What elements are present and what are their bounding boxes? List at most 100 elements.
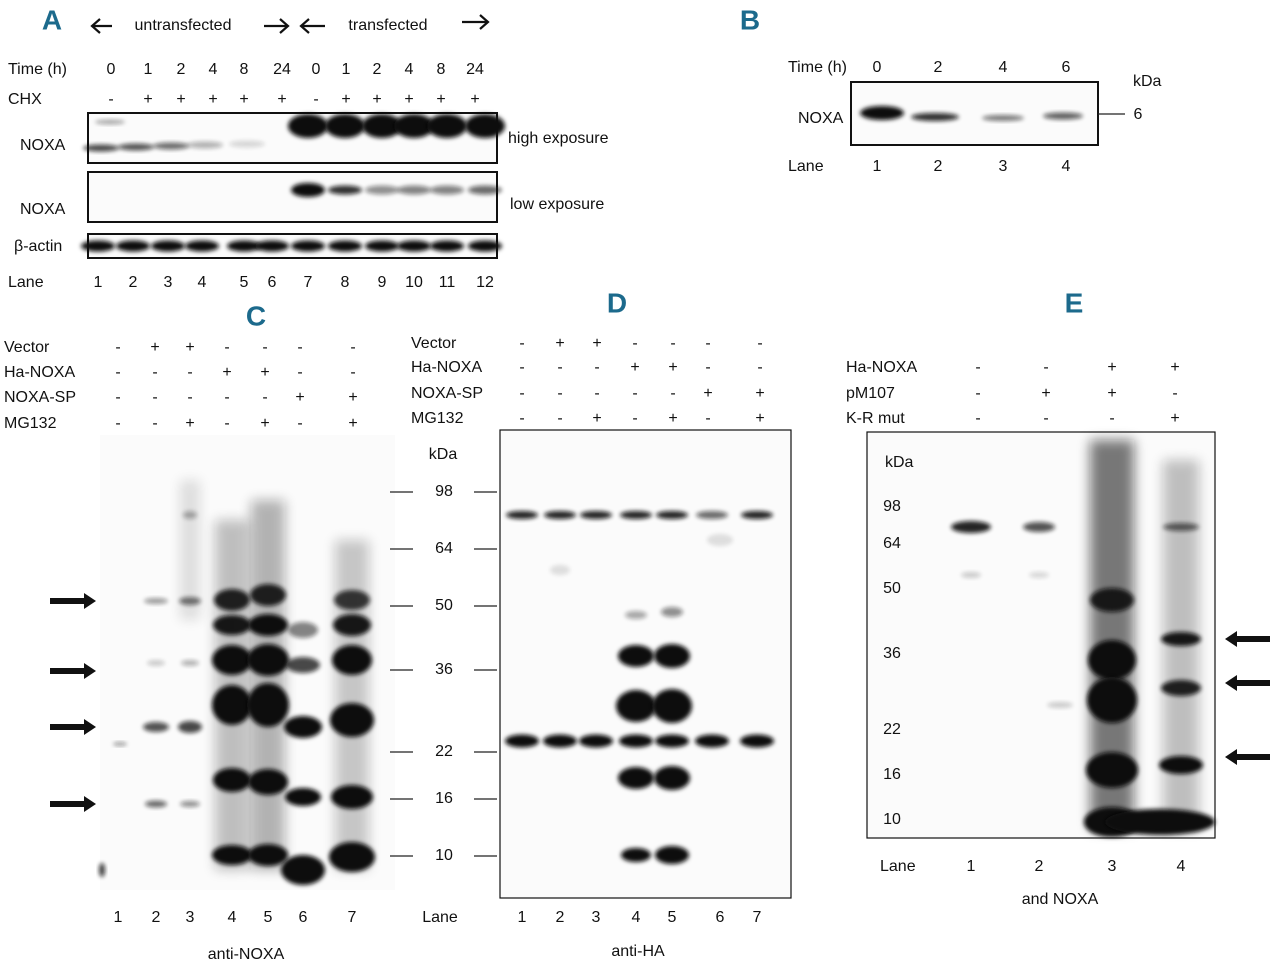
treatment-sign: - — [297, 415, 302, 432]
lane-number: 2 — [556, 909, 565, 926]
time-value: 4 — [209, 61, 218, 78]
marker-value: 10 — [435, 847, 453, 864]
marker-value: 64 — [883, 535, 901, 552]
treatment-sign: + — [404, 91, 413, 108]
band — [506, 511, 538, 519]
marker-value: 36 — [883, 645, 901, 662]
lane-label: Lane — [880, 858, 916, 875]
band — [654, 766, 690, 790]
band — [250, 584, 286, 606]
band — [81, 240, 115, 252]
time-value: 4 — [999, 59, 1008, 76]
band — [180, 801, 200, 807]
lane-number: 5 — [668, 909, 677, 926]
time-value: 0 — [312, 61, 321, 78]
band — [284, 716, 322, 738]
band — [248, 614, 288, 636]
band — [181, 660, 199, 666]
band — [212, 685, 252, 725]
band — [544, 511, 576, 519]
treatment-sign: - — [557, 410, 562, 427]
band — [248, 844, 288, 866]
band — [579, 734, 613, 748]
treatment-sign: - — [115, 339, 120, 356]
lane-number: 5 — [264, 909, 273, 926]
treatment-sign: + — [185, 339, 194, 356]
band — [1161, 680, 1201, 696]
antibody-label: and NOXA — [1022, 891, 1099, 908]
band — [430, 185, 464, 195]
marker-value: 36 — [435, 661, 453, 678]
treatment-sign: - — [1172, 385, 1177, 402]
treatment-sign: - — [632, 410, 637, 427]
row-label: Time (h) — [8, 61, 67, 78]
band — [247, 644, 289, 676]
treatment-sign: + — [436, 91, 445, 108]
band — [696, 511, 728, 519]
band — [147, 660, 165, 666]
band — [288, 622, 318, 638]
lane-number: 6 — [716, 909, 725, 926]
condition-label: Ha-NOXA — [4, 364, 75, 381]
band — [707, 534, 733, 546]
band — [618, 645, 654, 667]
band — [951, 521, 991, 533]
blot-frame — [866, 431, 1216, 839]
band — [860, 106, 904, 120]
lane-number: 7 — [304, 274, 313, 291]
band — [83, 144, 119, 152]
exposure-label: low exposure — [510, 196, 604, 213]
blot-label: NOXA — [20, 201, 66, 218]
lane-number: 6 — [299, 909, 308, 926]
band — [740, 734, 774, 748]
treatment-sign: - — [224, 415, 229, 432]
lane-number: 1 — [518, 909, 527, 926]
band — [619, 734, 653, 748]
band — [185, 240, 219, 252]
lane-number: 1 — [967, 858, 976, 875]
band — [362, 114, 402, 138]
condition-label: Ha-NOXA — [411, 359, 482, 376]
band — [332, 645, 372, 675]
band — [179, 597, 201, 605]
antibody-label: anti-HA — [611, 943, 665, 960]
treatment-sign: - — [262, 339, 267, 356]
treatment-sign: + — [1107, 385, 1116, 402]
band — [255, 240, 289, 252]
band — [330, 703, 374, 737]
band — [1087, 677, 1137, 723]
band — [468, 185, 502, 195]
band — [247, 683, 289, 727]
treatment-sign: + — [668, 359, 677, 376]
condition-label: K-R mut — [846, 410, 905, 427]
band — [213, 768, 251, 792]
band — [118, 143, 154, 151]
row-label: CHX — [8, 91, 42, 108]
band — [1161, 632, 1201, 646]
condition-label: pM107 — [846, 385, 895, 402]
treatment-sign: - — [262, 389, 267, 406]
band — [656, 511, 688, 519]
lane-number: 9 — [378, 274, 387, 291]
condition-label: NOXA-SP — [411, 385, 483, 402]
lane-number: 1 — [94, 274, 103, 291]
blot-label: β-actin — [14, 238, 62, 255]
band — [328, 185, 362, 195]
time-value: 2 — [373, 61, 382, 78]
band — [543, 734, 577, 748]
treatment-sign: + — [348, 389, 357, 406]
treatment-sign: - — [975, 359, 980, 376]
panel-letter: B — [740, 4, 760, 35]
treatment-sign: - — [152, 415, 157, 432]
treatment-sign: - — [557, 385, 562, 402]
condition-label: Vector — [411, 335, 457, 352]
band — [550, 565, 570, 575]
treatment-sign: + — [239, 91, 248, 108]
band — [365, 240, 399, 252]
marker-value: 16 — [883, 766, 901, 783]
treatment-sign: - — [187, 364, 192, 381]
band — [620, 511, 652, 519]
band — [288, 114, 328, 138]
arrow-label: untransfected — [135, 17, 232, 34]
